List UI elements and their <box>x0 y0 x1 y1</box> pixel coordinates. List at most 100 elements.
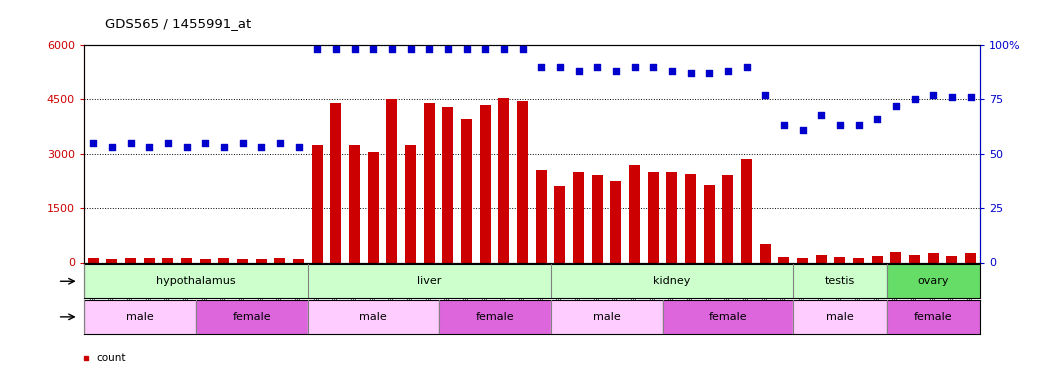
Bar <box>84 264 308 298</box>
Text: liver: liver <box>417 276 441 286</box>
Bar <box>181 258 192 262</box>
Point <box>888 103 904 109</box>
Point <box>458 46 475 53</box>
Text: female: female <box>233 312 271 322</box>
Point <box>327 46 344 53</box>
Point <box>197 140 214 146</box>
Bar <box>891 252 901 262</box>
Bar <box>667 172 677 262</box>
Point <box>924 92 941 98</box>
Point <box>515 46 531 53</box>
Point <box>570 68 587 74</box>
Point <box>346 46 363 53</box>
Bar <box>162 258 173 262</box>
Point <box>738 64 755 70</box>
Point <box>850 123 867 129</box>
Text: GDS565 / 1455991_at: GDS565 / 1455991_at <box>105 17 252 30</box>
Bar <box>461 119 472 262</box>
Point <box>402 46 419 53</box>
Bar <box>834 257 846 262</box>
Bar <box>779 257 789 262</box>
Bar <box>909 255 920 262</box>
Point <box>309 46 326 53</box>
Point <box>439 46 456 53</box>
Point <box>253 144 269 150</box>
Point <box>477 46 494 53</box>
Bar <box>685 174 696 262</box>
Bar <box>629 165 640 262</box>
Text: hypothalamus: hypothalamus <box>156 276 236 286</box>
Bar <box>793 264 887 298</box>
Bar <box>550 300 662 334</box>
Point <box>794 127 811 133</box>
Bar <box>573 172 584 262</box>
Point <box>608 68 625 74</box>
Bar <box>237 259 248 262</box>
Bar <box>387 99 397 262</box>
Text: female: female <box>914 312 953 322</box>
Point <box>682 70 699 76</box>
Point <box>365 46 381 53</box>
Bar <box>308 300 438 334</box>
Bar <box>872 256 882 262</box>
Bar <box>438 300 550 334</box>
Bar <box>793 300 887 334</box>
Point <box>701 70 718 76</box>
Bar <box>292 258 304 262</box>
Bar <box>927 253 939 262</box>
Bar <box>815 255 827 262</box>
Bar <box>196 300 308 334</box>
Bar <box>218 258 230 262</box>
Point <box>159 140 176 146</box>
Text: male: male <box>826 312 854 322</box>
Point <box>104 144 121 150</box>
Point <box>831 123 848 129</box>
Bar <box>144 258 155 262</box>
Point <box>140 144 157 150</box>
Bar <box>554 186 566 262</box>
Bar <box>965 253 976 262</box>
Bar <box>442 106 454 262</box>
Point <box>663 68 680 74</box>
Point <box>532 64 549 70</box>
Bar <box>199 259 211 262</box>
Bar <box>703 184 715 262</box>
Point <box>290 144 307 150</box>
Bar <box>887 300 980 334</box>
Bar <box>480 105 490 262</box>
Bar <box>311 145 323 262</box>
Bar <box>946 256 958 262</box>
Text: female: female <box>708 312 747 322</box>
Point <box>178 144 195 150</box>
Point <box>384 46 400 53</box>
Point <box>943 94 960 100</box>
Bar <box>405 145 416 262</box>
Bar <box>349 145 361 262</box>
Point <box>216 144 233 150</box>
Bar <box>256 259 267 262</box>
Bar <box>741 159 752 262</box>
Bar <box>853 258 865 262</box>
Bar <box>84 300 196 334</box>
Bar <box>423 103 435 262</box>
Point <box>421 46 438 53</box>
Bar <box>308 264 550 298</box>
Bar <box>760 244 771 262</box>
Point <box>589 64 606 70</box>
Text: count: count <box>96 353 126 363</box>
Point <box>813 112 830 118</box>
Text: ovary: ovary <box>917 276 948 286</box>
Bar <box>330 103 342 262</box>
Bar <box>722 176 734 262</box>
Bar <box>648 172 659 262</box>
Bar <box>106 258 117 262</box>
Bar <box>536 170 547 262</box>
Bar <box>517 101 528 262</box>
Point <box>869 116 886 122</box>
Bar <box>368 152 378 262</box>
Bar <box>125 258 136 262</box>
Point <box>962 94 979 100</box>
Bar <box>88 258 99 262</box>
Point <box>234 140 250 146</box>
Bar <box>796 258 808 262</box>
